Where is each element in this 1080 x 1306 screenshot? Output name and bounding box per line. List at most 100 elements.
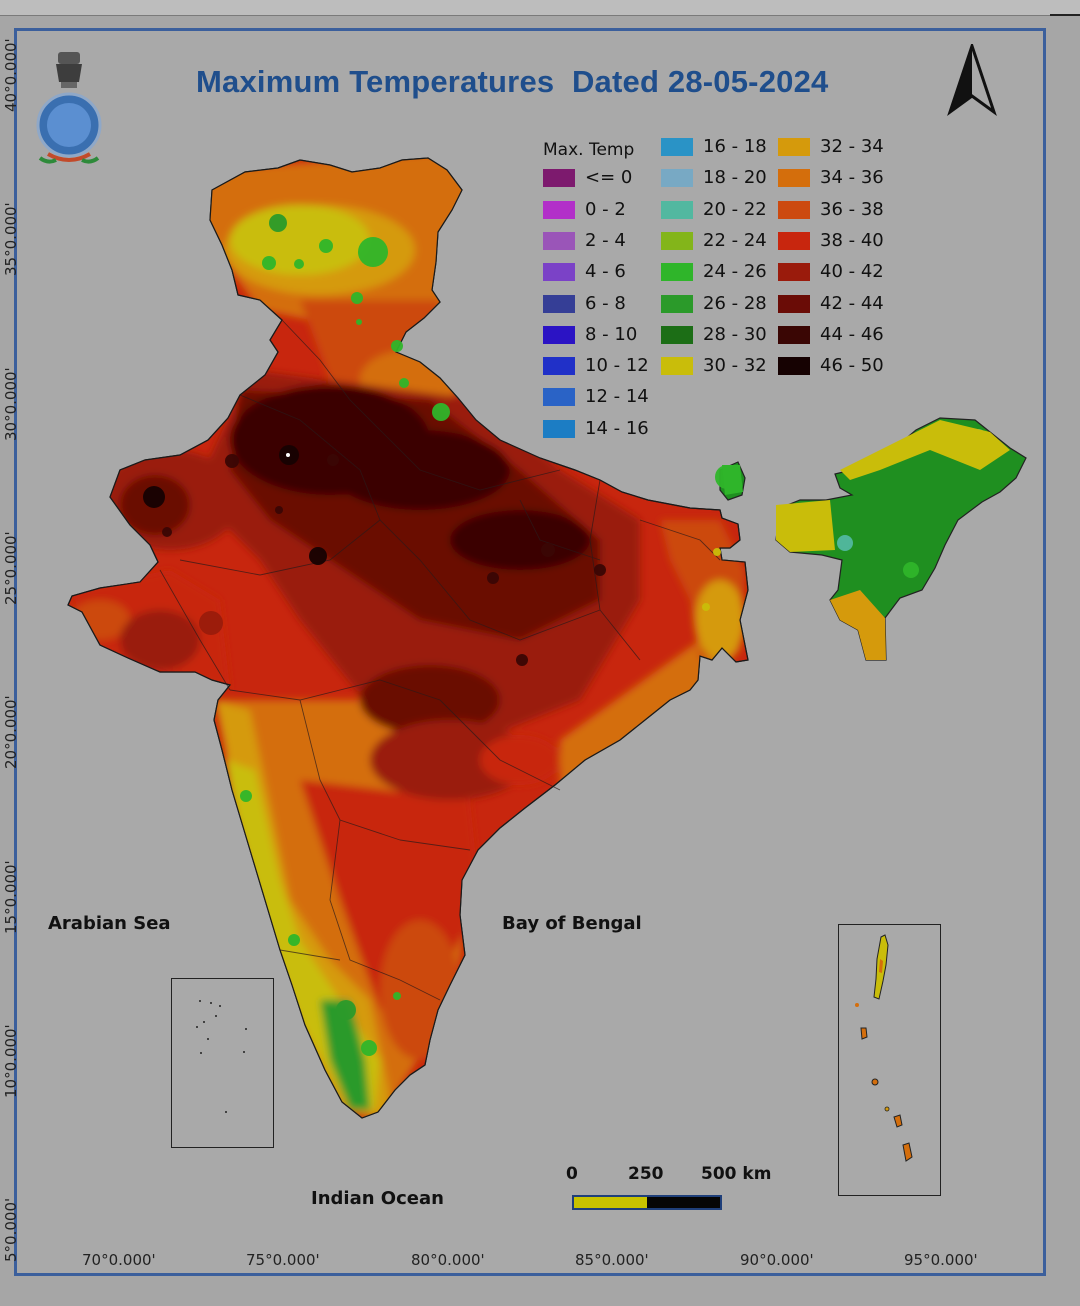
legend-label: 20 - 22 — [703, 198, 767, 220]
state-boundary — [159, 569, 231, 691]
lakshadweep-inset — [171, 978, 274, 1148]
north-east-zones — [722, 420, 1010, 660]
legend-label: 8 - 10 — [585, 323, 638, 345]
station-hotspot — [275, 506, 283, 514]
state-boundary — [281, 319, 381, 431]
legend-swatch — [778, 138, 810, 156]
legend-label: 10 - 12 — [585, 355, 649, 377]
bay-of-bengal-label: Bay of Bengal — [502, 913, 642, 934]
station-hotspot — [309, 547, 327, 565]
legend-swatch — [543, 169, 575, 188]
station-hotspot — [262, 256, 276, 270]
legend-swatch — [543, 263, 575, 282]
andaman-nicobar-islands — [855, 934, 913, 1162]
lat-label-30: 30°0.000' — [2, 367, 20, 441]
indian-ocean-label: Indian Ocean — [311, 1188, 444, 1209]
state-boundary — [229, 679, 441, 701]
legend-swatch — [661, 325, 693, 344]
legend-label: 44 - 46 — [820, 323, 884, 345]
temperature-zone — [830, 590, 886, 660]
scale-bar-segment-2 — [647, 1197, 720, 1208]
state-boundary — [329, 819, 401, 981]
legend-swatch — [778, 325, 810, 344]
lon-label-75: 75°0.000' — [246, 1251, 320, 1269]
state-boundary — [299, 699, 401, 841]
station-hotspot — [713, 548, 721, 556]
station-hotspot — [240, 790, 252, 802]
temperature-zone — [120, 610, 200, 670]
legend-swatch — [543, 419, 575, 438]
legend-label: 24 - 26 — [703, 261, 767, 283]
temperature-legend: Max. Temp <= 0 0 - 2 2 - 4 4 - 6 6 - 8 8 - 10… — [540, 136, 900, 439]
lat-label-40: 40°0.000' — [2, 38, 20, 112]
legend-swatch — [543, 357, 575, 376]
legend-swatch — [778, 169, 810, 188]
temperature-zone — [320, 1000, 370, 1110]
legend-label: 18 - 20 — [703, 167, 767, 189]
scale-bar-segment-1 — [574, 1197, 647, 1208]
legend-swatch — [661, 263, 693, 282]
station-hotspot — [294, 259, 304, 269]
legend-swatch — [661, 294, 693, 313]
legend-swatch — [661, 138, 693, 156]
legend-title: Max. Temp — [543, 140, 635, 160]
legend-swatch — [661, 169, 693, 188]
legend-swatch — [543, 200, 575, 219]
station-hotspot — [516, 654, 528, 666]
north-arrow-icon — [947, 44, 997, 116]
station-hotspot — [351, 292, 363, 304]
legend-label: 22 - 24 — [703, 229, 767, 251]
top-divider — [0, 15, 1080, 16]
lon-label-95: 95°0.000' — [904, 1251, 978, 1269]
legend-label: 2 - 4 — [585, 229, 626, 251]
station-hotspot — [391, 340, 403, 352]
station-hotspot — [225, 454, 239, 468]
legend-label: 12 - 14 — [585, 386, 649, 408]
legend-label: 26 - 28 — [703, 292, 767, 314]
station-hotspot — [143, 486, 165, 508]
lat-label-35: 35°0.000' — [2, 202, 20, 276]
legend-label: 6 - 8 — [585, 292, 626, 314]
legend-label: 32 - 34 — [820, 136, 884, 157]
legend-swatch — [543, 294, 575, 313]
top-divider-accent — [1050, 14, 1080, 16]
legend-label: 16 - 18 — [703, 136, 767, 157]
lat-label-5: 5°0.000' — [2, 1197, 20, 1262]
state-boundary — [239, 394, 381, 521]
legend-label: 42 - 44 — [820, 292, 884, 314]
legend-swatch — [661, 231, 693, 250]
temperature-zone — [776, 500, 835, 552]
station-hotspot — [594, 564, 606, 576]
lat-label-10: 10°0.000' — [2, 1024, 20, 1098]
station-hotspot — [903, 562, 919, 578]
state-boundary — [519, 499, 601, 561]
station-hotspot — [319, 239, 333, 253]
station-hotspot — [487, 572, 499, 584]
station-hotspot — [336, 1000, 356, 1020]
station-hotspot — [162, 527, 172, 537]
top-strip — [0, 0, 1080, 16]
station-hotspot — [361, 1040, 377, 1056]
station-hotspot — [356, 319, 362, 325]
state-boundary — [279, 949, 341, 961]
state-boundary — [379, 429, 561, 491]
legend-label: 34 - 36 — [820, 167, 884, 189]
legend-swatch — [778, 357, 810, 376]
station-hotspot — [269, 214, 287, 232]
scale-bar — [572, 1195, 722, 1210]
legend-label: 30 - 32 — [703, 355, 767, 377]
arabian-sea-label: Arabian Sea — [48, 913, 171, 934]
andaman-nicobar-inset — [838, 924, 941, 1196]
legend-label: <= 0 — [585, 167, 633, 189]
legend-swatch — [778, 231, 810, 250]
state-boundary — [439, 699, 561, 791]
lat-label-15: 15°0.000' — [2, 860, 20, 934]
station-hotspot — [358, 237, 388, 267]
temperature-zone — [480, 735, 560, 785]
state-boundary — [179, 519, 381, 576]
lon-label-90: 90°0.000' — [740, 1251, 814, 1269]
state-boundary — [589, 479, 641, 661]
temperature-zone — [695, 580, 745, 660]
lat-label-20: 20°0.000' — [2, 695, 20, 769]
